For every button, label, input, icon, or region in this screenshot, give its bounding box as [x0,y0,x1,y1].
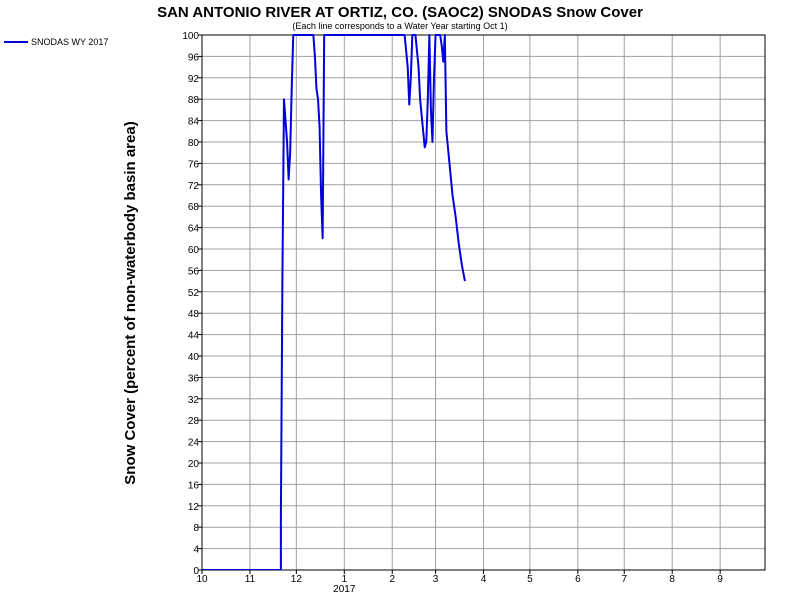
y-tick-label: 56 [188,266,200,277]
x-tick-label: 11 [245,574,256,585]
x-tick-label: 7 [621,574,627,585]
y-tick-label: 76 [188,159,200,170]
y-tick-label: 84 [188,117,200,128]
legend-label: SNODAS WY 2017 [31,37,108,47]
x-tick-label: 1 [342,574,348,585]
y-tick-label: 100 [182,31,199,42]
gridlines [201,34,765,571]
y-tick-label: 36 [188,373,200,384]
series [202,34,466,570]
x-tick-label: 10 [196,574,208,585]
y-tick-label: 24 [188,438,200,449]
y-tick-label: 92 [188,74,200,85]
y-tick-label: 16 [188,480,200,491]
y-tick-label: 88 [188,95,200,106]
y-tick-label: 40 [188,352,200,363]
legend: SNODAS WY 2017 [4,37,108,47]
x-tick-label: 6 [575,574,581,585]
x-tick-label: 12 [291,574,303,585]
y-tick-label: 48 [188,309,200,320]
y-tick-label: 32 [188,395,200,406]
y-tick-label: 0 [193,566,199,577]
year-label: 2017 [333,584,356,595]
series-line [202,34,466,570]
y-tick-label: 72 [188,181,200,192]
y-axis-label: Snow Cover (percent of non-waterbody bas… [122,121,139,484]
plot-frame [201,34,766,571]
y-tick-label: 52 [188,288,200,299]
y-tick-label: 80 [188,138,200,149]
y-tick-label: 12 [188,502,200,513]
x-tick-label: 5 [527,574,533,585]
x-tick-label: 4 [481,574,487,585]
y-tick-label: 28 [188,416,200,427]
chart-subtitle: (Each line corresponds to a Water Year s… [292,21,507,31]
axes: 0481216202428323640444852566064687276808… [182,31,766,595]
y-tick-label: 8 [193,523,199,534]
x-tick-label: 3 [433,574,439,585]
y-tick-label: 60 [188,245,200,256]
x-tick-label: 2 [389,574,395,585]
y-tick-label: 20 [188,459,200,470]
chart-title: SAN ANTONIO RIVER AT ORTIZ, CO. (SAOC2) … [157,4,643,21]
y-tick-label: 68 [188,202,200,213]
y-tick-label: 64 [188,224,200,235]
y-tick-label: 4 [193,545,199,556]
x-tick-label: 8 [669,574,675,585]
y-tick-label: 96 [188,52,200,63]
x-tick-label: 9 [717,574,723,585]
y-tick-label: 44 [188,331,200,342]
